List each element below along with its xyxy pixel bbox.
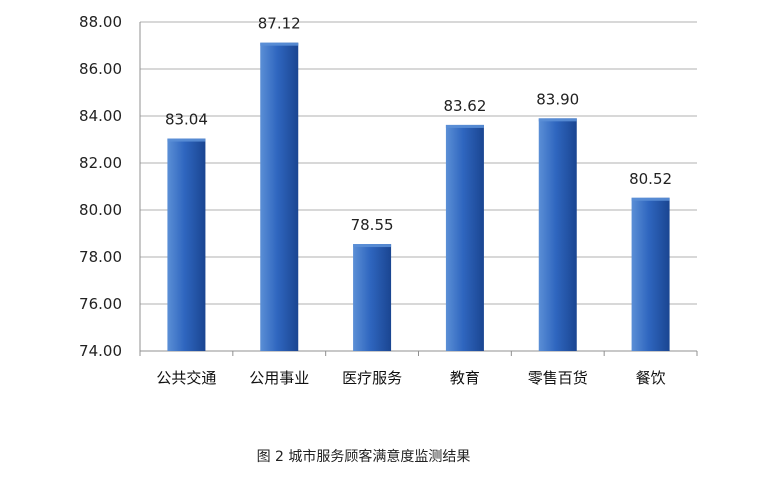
bar (167, 138, 206, 351)
data-label: 80.52 (629, 170, 672, 188)
y-tick-label: 74.00 (79, 342, 122, 360)
labels: 74.00 76.00 78.00 80.00 82.00 84.00 86.00 88.00… (79, 13, 672, 387)
caption-text: 图 2 城市服务顾客满意度监测结果 (256, 449, 471, 465)
bar-top-highlight (445, 124, 484, 128)
y-tick-label: 86.00 (79, 60, 122, 78)
bar-chart: 74.00 76.00 78.00 80.00 82.00 84.00 86.00 88.00… (79, 13, 698, 387)
bars (167, 42, 670, 352)
x-category-label: 医疗服务 (342, 369, 402, 387)
x-category-label: 零售百货 (528, 369, 588, 387)
gridlines (140, 21, 697, 305)
y-tick-label: 78.00 (79, 248, 122, 266)
bar-top-highlight (631, 197, 670, 201)
x-category-label: 公共交通 (156, 369, 216, 387)
axes (139, 22, 698, 356)
data-label: 83.04 (165, 111, 208, 129)
bar-top-highlight (167, 138, 206, 142)
bar (260, 42, 299, 352)
y-tick-label: 80.00 (79, 201, 122, 219)
data-label: 83.90 (536, 90, 579, 108)
y-tick-label: 84.00 (79, 107, 122, 125)
figure-caption: 图 2 城市服务顾客满意度监测结果 (0, 446, 775, 466)
data-label: 87.12 (258, 15, 301, 33)
x-category-label: 教育 (450, 369, 480, 387)
bar (353, 244, 392, 351)
x-category-label: 公用事业 (249, 369, 309, 387)
bar-top-highlight (538, 118, 577, 122)
bar (445, 124, 484, 352)
data-label: 78.55 (351, 216, 394, 234)
bar (631, 197, 670, 351)
y-tick-label: 76.00 (79, 295, 122, 313)
x-category-label: 餐饮 (636, 369, 666, 387)
y-tick-label: 82.00 (79, 154, 122, 172)
data-label: 83.62 (443, 97, 486, 115)
y-tick-label: 88.00 (79, 13, 122, 31)
bar-top-highlight (353, 244, 392, 248)
bar-top-highlight (260, 42, 299, 46)
bar (538, 118, 577, 351)
